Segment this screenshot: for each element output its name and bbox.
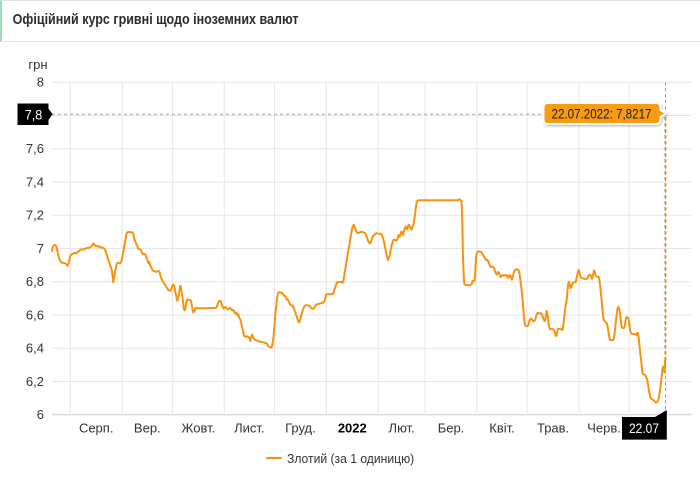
svg-text:грн: грн [28, 57, 47, 72]
svg-text:Бер.: Бер. [438, 421, 465, 436]
svg-text:Трав.: Трав. [537, 421, 569, 436]
svg-text:6,6: 6,6 [26, 307, 44, 322]
svg-text:Груд.: Груд. [285, 421, 316, 436]
svg-text:Жовт.: Жовт. [181, 421, 215, 436]
svg-text:2022: 2022 [338, 421, 367, 436]
svg-text:Лист.: Лист. [234, 421, 264, 436]
svg-text:7,4: 7,4 [26, 174, 44, 189]
svg-text:7,2: 7,2 [26, 208, 44, 223]
svg-text:6: 6 [37, 407, 44, 422]
svg-text:Серп.: Серп. [79, 421, 114, 436]
svg-text:Квіт.: Квіт. [489, 421, 515, 436]
svg-text:Лют.: Лют. [389, 421, 415, 436]
svg-text:7,8: 7,8 [25, 106, 43, 122]
svg-text:22.07: 22.07 [629, 420, 659, 436]
svg-text:7: 7 [37, 241, 44, 256]
svg-text:6,4: 6,4 [26, 341, 44, 356]
svg-text:Черв.: Черв. [587, 421, 621, 436]
svg-text:8: 8 [37, 75, 44, 90]
svg-text:22.07.2022: 7,8217: 22.07.2022: 7,8217 [552, 106, 652, 122]
svg-text:6,8: 6,8 [26, 274, 44, 289]
svg-text:6,2: 6,2 [26, 374, 44, 389]
svg-text:Вер.: Вер. [134, 421, 161, 436]
svg-text:7,6: 7,6 [26, 141, 44, 156]
